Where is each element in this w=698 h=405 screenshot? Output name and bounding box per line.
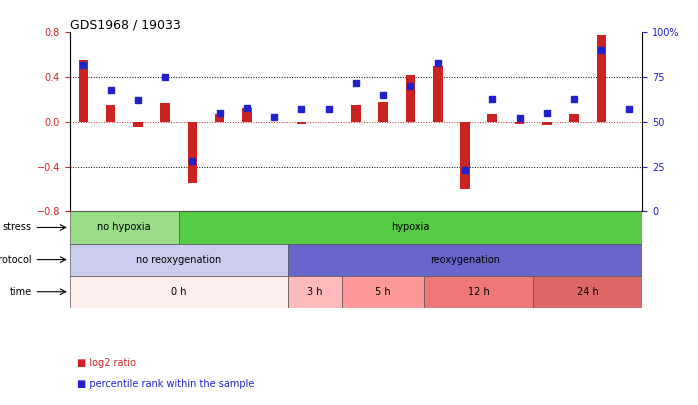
Bar bbox=[297, 122, 306, 124]
Text: 12 h: 12 h bbox=[468, 287, 489, 297]
Bar bbox=[424, 276, 533, 308]
Bar bbox=[514, 122, 524, 124]
Bar bbox=[106, 105, 115, 122]
Text: GDS1968 / 19033: GDS1968 / 19033 bbox=[70, 18, 181, 31]
Bar bbox=[188, 122, 198, 183]
Bar bbox=[570, 114, 579, 122]
Bar bbox=[133, 122, 142, 128]
Bar bbox=[351, 105, 361, 122]
Bar bbox=[460, 122, 470, 189]
Text: no reoxygenation: no reoxygenation bbox=[136, 255, 221, 264]
Text: 5 h: 5 h bbox=[376, 287, 391, 297]
Bar bbox=[533, 276, 642, 308]
Bar bbox=[406, 75, 415, 122]
Bar bbox=[70, 211, 179, 243]
Text: time: time bbox=[10, 287, 31, 297]
Text: stress: stress bbox=[3, 222, 31, 232]
Text: 24 h: 24 h bbox=[577, 287, 598, 297]
Text: ■ log2 ratio: ■ log2 ratio bbox=[77, 358, 136, 369]
Text: 0 h: 0 h bbox=[171, 287, 186, 297]
Bar bbox=[288, 276, 342, 308]
Text: no hypoxia: no hypoxia bbox=[98, 222, 151, 232]
Bar bbox=[70, 276, 288, 308]
Bar bbox=[597, 35, 606, 122]
Bar bbox=[179, 211, 642, 243]
Bar bbox=[433, 66, 443, 122]
Bar bbox=[342, 276, 424, 308]
Bar bbox=[215, 114, 225, 122]
Text: reoxygenation: reoxygenation bbox=[430, 255, 500, 264]
Text: 3 h: 3 h bbox=[307, 287, 323, 297]
Text: hypoxia: hypoxia bbox=[392, 222, 430, 232]
Bar bbox=[161, 103, 170, 122]
Text: protocol: protocol bbox=[0, 255, 31, 264]
Bar bbox=[542, 122, 551, 125]
Text: ■ percentile rank within the sample: ■ percentile rank within the sample bbox=[77, 379, 254, 389]
Bar bbox=[70, 243, 288, 276]
Bar bbox=[242, 109, 252, 122]
Bar bbox=[288, 243, 642, 276]
Bar bbox=[487, 114, 497, 122]
Bar bbox=[378, 102, 388, 122]
Bar bbox=[79, 60, 88, 122]
